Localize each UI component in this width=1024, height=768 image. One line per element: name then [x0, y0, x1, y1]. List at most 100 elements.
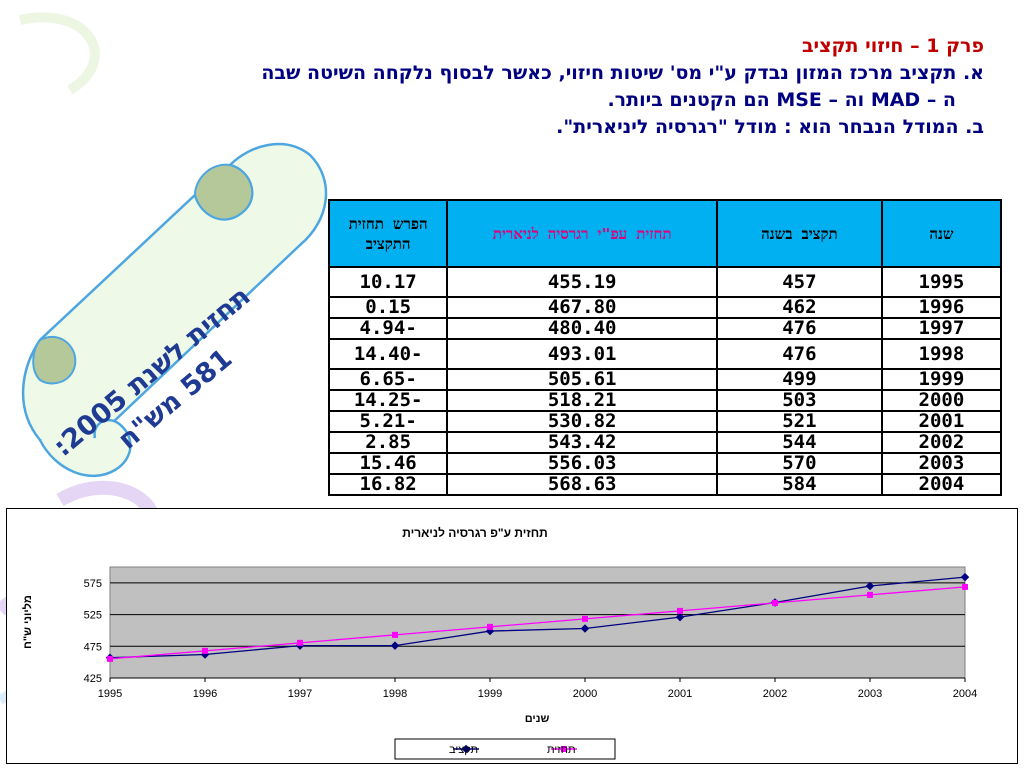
- cell-year: 1998: [880, 338, 1003, 370]
- x-axis-label: שנים: [525, 713, 550, 725]
- cell-forecast: 530.82: [446, 410, 718, 433]
- cell-year: 2004: [880, 473, 1003, 496]
- x-tick-label: 2004: [953, 688, 977, 700]
- y-tick-label: 525: [84, 610, 102, 622]
- forecast-scroll: תחזית לשנת 2005: 581 מש"ח: [0, 140, 335, 510]
- cell-year: 1997: [880, 317, 1003, 340]
- table-row: 1998 476 493.01 -14.40: [327, 338, 1003, 370]
- scroll-shape: [21, 142, 328, 478]
- header-line-a: א. תקציב מרכז המזון נבדק ע"י מס' שיטות ח…: [261, 62, 984, 84]
- x-tick-label: 1999: [478, 688, 502, 700]
- cell-forecast: 455.19: [446, 266, 718, 298]
- cell-year: 2000: [880, 389, 1003, 412]
- y-axis-label: מליוני ש"ח: [21, 595, 34, 649]
- x-tick-label: 1996: [193, 688, 217, 700]
- header-line-b: ב. המודל הנבחר הוא : מודל "רגרסיה ליניאר…: [556, 116, 984, 138]
- data-point-forecast: [867, 591, 873, 598]
- legend-label-budget: תקציב: [449, 744, 478, 756]
- table-row: 1995 457 455.19 10.17: [327, 266, 1003, 298]
- data-point-forecast: [772, 599, 778, 606]
- cell-forecast: 518.21: [446, 389, 718, 412]
- cell-budget: 462: [715, 296, 883, 319]
- line-chart: תחזית ע"פ רגרסיה לניארית 425 475 525 575 19…: [21, 526, 977, 760]
- cell-forecast: 556.03: [446, 452, 718, 475]
- data-point-forecast: [392, 631, 398, 638]
- x-tick-label: 2000: [573, 688, 597, 700]
- page-title: פרק 1 – חיזוי תקציב: [801, 35, 984, 57]
- cell-budget: 476: [715, 338, 883, 370]
- data-point-forecast: [297, 639, 303, 646]
- cell-budget: 457: [715, 266, 883, 298]
- x-tick-label: 2003: [858, 688, 882, 700]
- header-diff: הפרש תחזית התקציב: [327, 199, 449, 268]
- data-point-forecast: [677, 607, 683, 614]
- header-budget: תקציב בשנה: [715, 199, 883, 268]
- cell-forecast: 467.80: [446, 296, 718, 319]
- x-tick-label: 2002: [763, 688, 787, 700]
- cell-year: 1996: [880, 296, 1003, 319]
- data-point-forecast: [202, 647, 208, 654]
- header: פרק 1 – חיזוי תקציב א. תקציב מרכז המזון …: [24, 32, 984, 141]
- cell-diff: -14.25: [327, 389, 449, 412]
- series-line: [109, 586, 966, 660]
- cell-budget: 476: [715, 317, 883, 340]
- cell-budget: 544: [715, 431, 883, 454]
- table-row: 2002 544 543.42 2.85: [327, 431, 1003, 454]
- x-tick-label: 1997: [288, 688, 312, 700]
- cell-year: 1995: [880, 266, 1003, 298]
- data-point-forecast: [582, 615, 588, 622]
- cell-diff: 15.46: [327, 452, 449, 475]
- table-row: 1997 476 480.40 -4.94: [327, 317, 1003, 340]
- cell-year: 1999: [880, 368, 1003, 391]
- table-row: 2003 570 556.03 15.46: [327, 452, 1003, 475]
- y-tick-label: 575: [84, 578, 102, 590]
- cell-year: 2003: [880, 452, 1003, 475]
- cell-forecast: 480.40: [446, 317, 718, 340]
- series-line: [109, 576, 966, 659]
- forecast-table: שנה תקציב בשנה תחזית עפ"י רגרסיה לניארית…: [327, 199, 1003, 496]
- legend-label-forecast: תחזית: [547, 744, 576, 756]
- table-row: 1999 499 505.61 -6.65: [327, 368, 1003, 391]
- table-row: 1996 462 467.80 0.15: [327, 296, 1003, 319]
- cell-diff: 0.15: [327, 296, 449, 319]
- legend-marker-forecast: [561, 746, 567, 752]
- cell-budget: 584: [715, 473, 883, 496]
- y-tick-label: 475: [84, 641, 102, 653]
- header-forecast: תחזית עפ"י רגרסיה לניארית: [446, 199, 718, 268]
- data-point-forecast: [107, 655, 113, 662]
- cell-forecast: 543.42: [446, 431, 718, 454]
- cell-forecast: 493.01: [446, 338, 718, 370]
- table-header-row: שנה תקציב בשנה תחזית עפ"י רגרסיה לניארית…: [327, 199, 1003, 268]
- cell-diff: -5.21: [327, 410, 449, 433]
- chart-title: תחזית ע"פ רגרסיה לניארית: [402, 526, 548, 540]
- header-line-a-cont: ה – MAD וה – MSE הם הקטנים ביותר.: [607, 89, 956, 111]
- cell-budget: 503: [715, 389, 883, 412]
- cell-year: 2002: [880, 431, 1003, 454]
- chart-container: תחזית ע"פ רגרסיה לניארית 425 475 525 575 19…: [6, 508, 1018, 764]
- header-year: שנה: [880, 199, 1003, 268]
- x-axis-ticks: 1995 1996 1997 1998 1999 2000 2001 2002 2003 2004: [98, 678, 977, 700]
- cell-budget: 521: [715, 410, 883, 433]
- table-row: 2001 521 530.82 -5.21: [327, 410, 1003, 433]
- y-tick-label: 425: [84, 673, 102, 685]
- cell-diff: -4.94: [327, 317, 449, 340]
- data-point-forecast: [487, 623, 493, 630]
- cell-diff: 10.17: [327, 266, 449, 298]
- cell-year: 2001: [880, 410, 1003, 433]
- cell-diff: -6.65: [327, 368, 449, 391]
- y-axis-ticks: 425 475 525 575: [84, 578, 102, 685]
- data-point-budget: [390, 641, 400, 650]
- legend-box: [394, 738, 616, 760]
- cell-diff: 16.82: [327, 473, 449, 496]
- cell-budget: 499: [715, 368, 883, 391]
- data-point-forecast: [962, 583, 968, 590]
- table-row: 2004 584 568.63 16.82: [327, 473, 1003, 496]
- x-tick-label: 2001: [668, 688, 692, 700]
- cell-forecast: 505.61: [446, 368, 718, 391]
- x-tick-label: 1998: [383, 688, 407, 700]
- table-row: 2000 503 518.21 -14.25: [327, 389, 1003, 412]
- cell-forecast: 568.63: [446, 473, 718, 496]
- series-layer: [105, 572, 970, 662]
- legend-marker-budget: [461, 744, 471, 754]
- x-tick-label: 1995: [98, 688, 122, 700]
